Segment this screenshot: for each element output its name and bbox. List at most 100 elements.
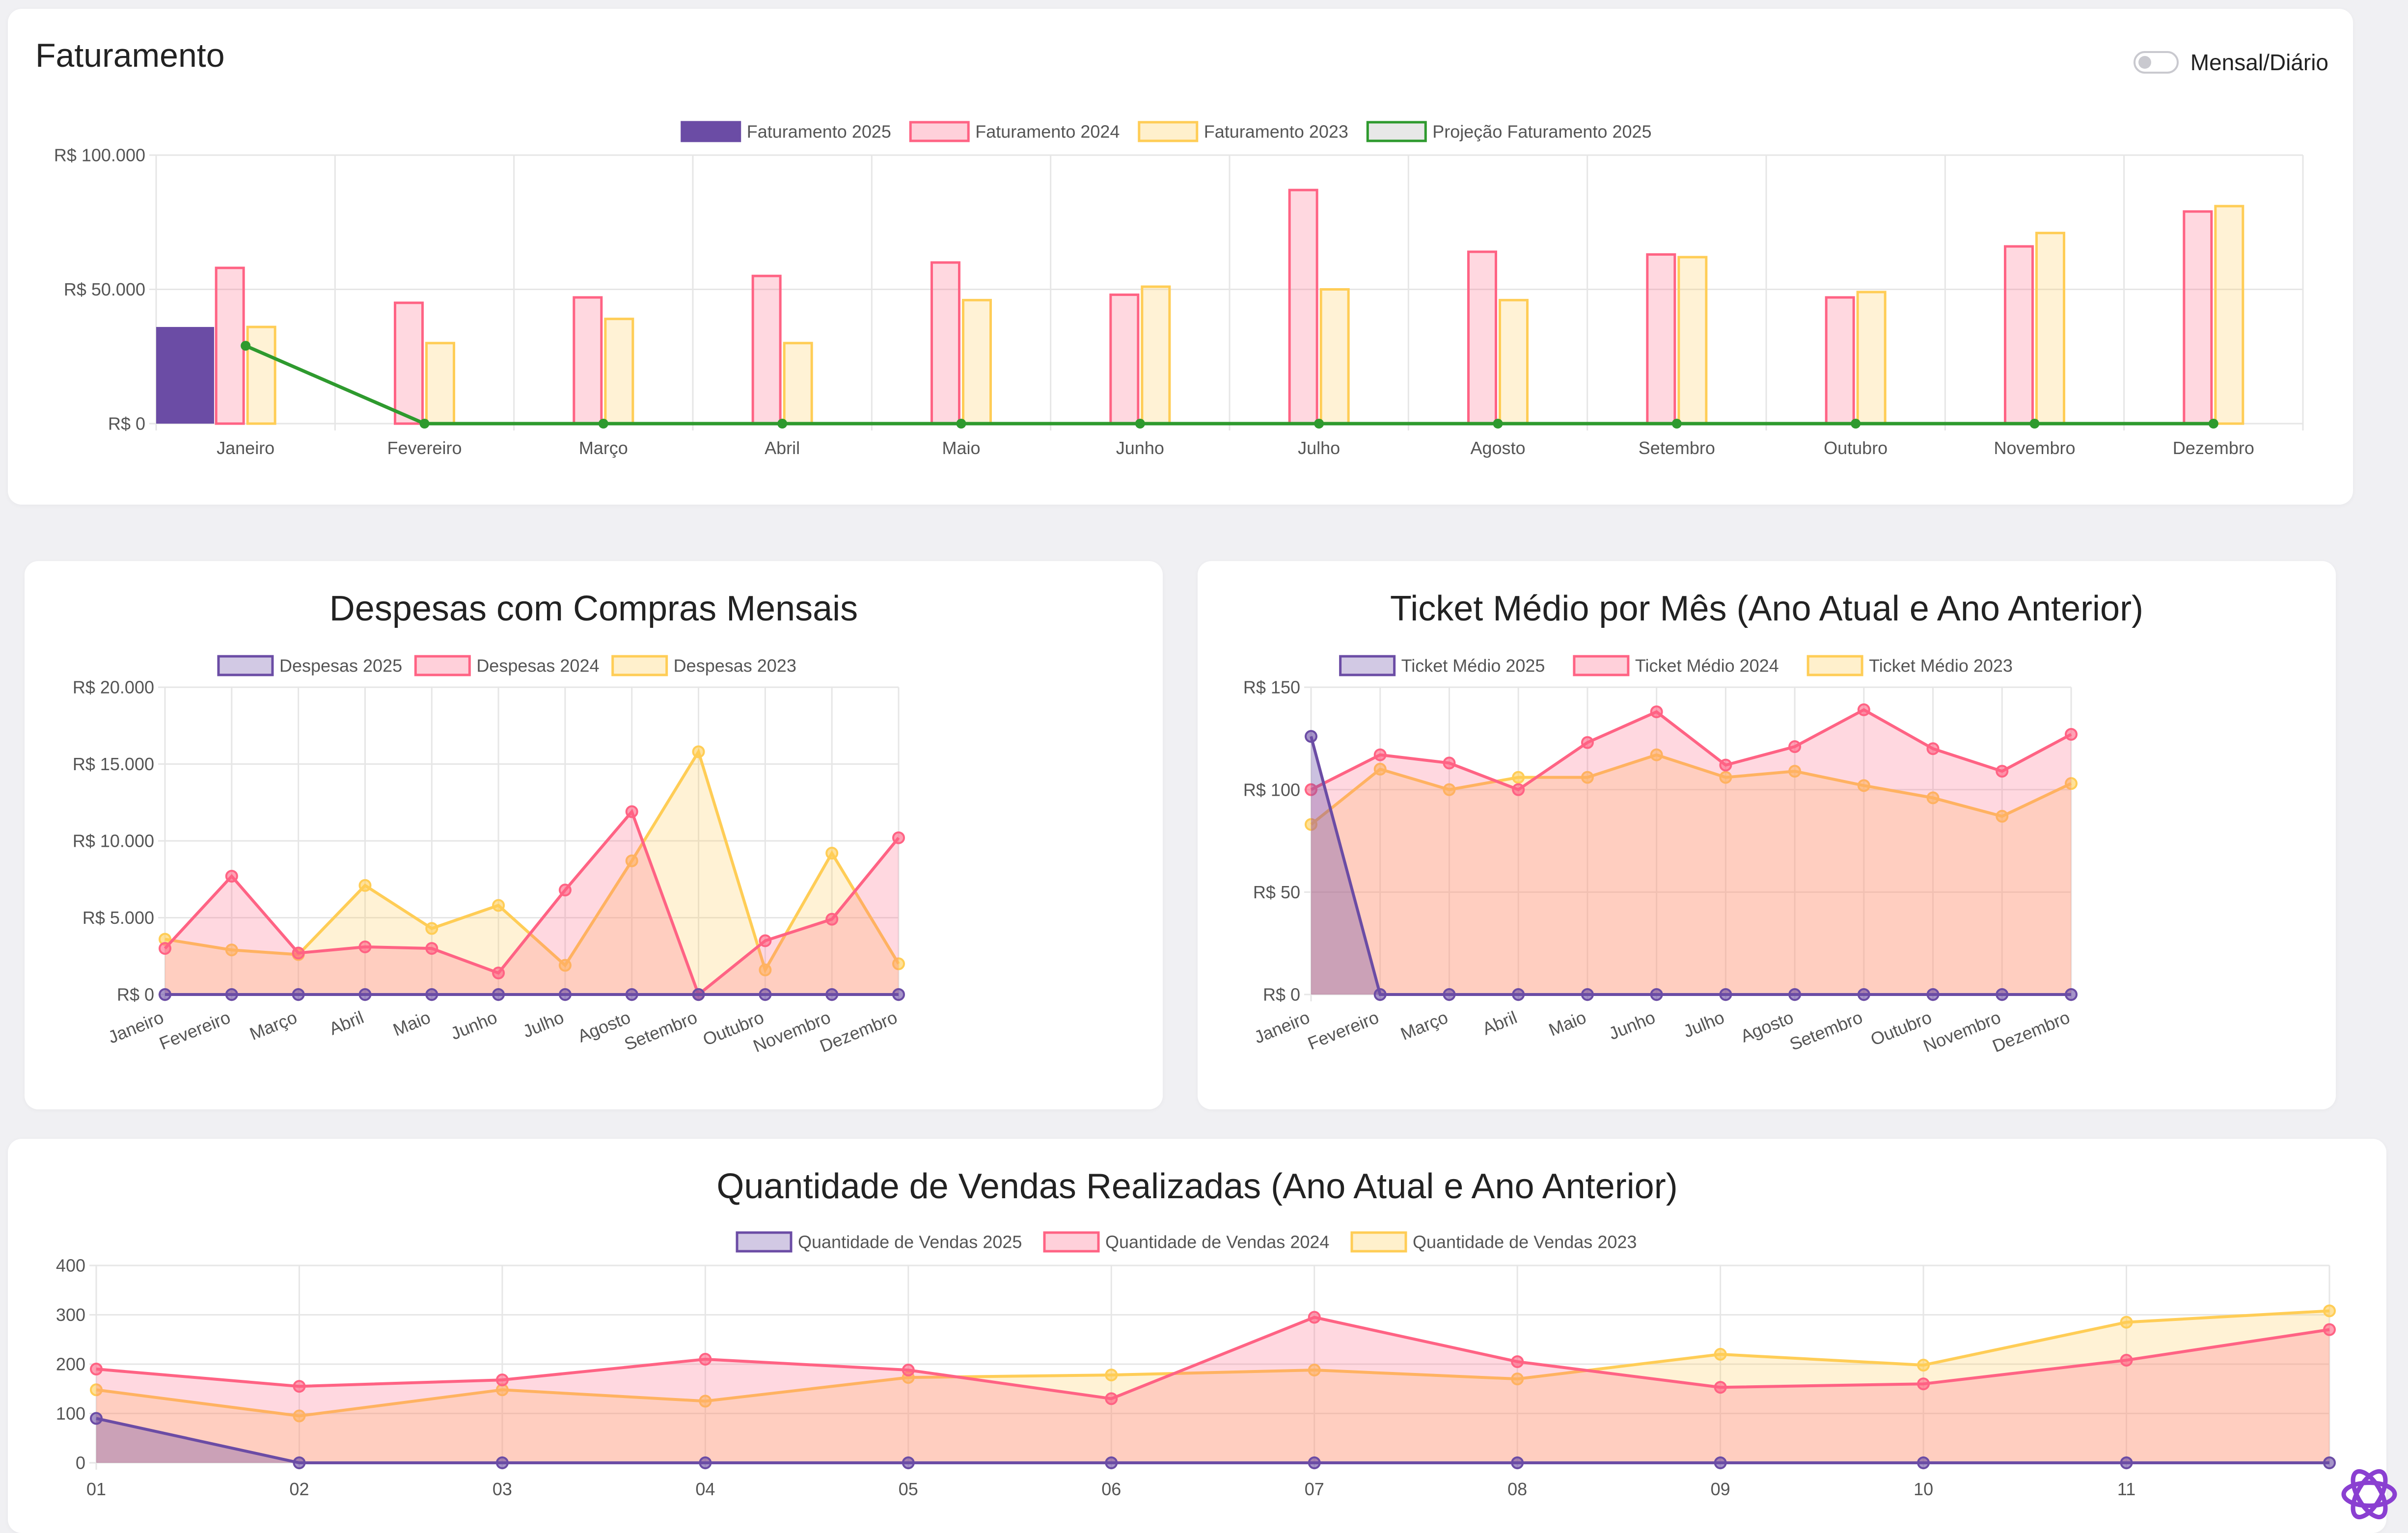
x-tick-label: Agosto xyxy=(1470,438,1525,458)
x-tick-label: 02 xyxy=(289,1479,309,1499)
bar xyxy=(1141,285,1171,425)
legend-swatch xyxy=(1043,1231,1100,1253)
x-tick-label: Janeiro xyxy=(105,1007,166,1047)
series-point xyxy=(558,959,572,972)
series-point xyxy=(1105,1369,1118,1382)
bar xyxy=(2214,205,2244,425)
series-point xyxy=(1917,1377,1930,1391)
x-tick-label: Maio xyxy=(390,1007,434,1040)
x-tick-label: Maio xyxy=(1546,1007,1589,1040)
series-point xyxy=(425,922,438,935)
y-tick-label: 100 xyxy=(56,1403,85,1424)
y-tick-label: R$ 100 xyxy=(1243,780,1300,800)
series-point xyxy=(1857,779,1870,792)
series-point xyxy=(1308,1364,1321,1377)
bar xyxy=(215,267,245,425)
series-point xyxy=(1511,1355,1524,1368)
x-tick-label: Fevereiro xyxy=(156,1007,233,1053)
ticket-chart: Ticket Médio 2025 Ticket Médio 2024 Ticket… xyxy=(1243,655,2078,1056)
series-point xyxy=(1650,705,1663,719)
legend-label: Quantidade de Vendas 2025 xyxy=(798,1232,1022,1252)
projection-point xyxy=(1493,419,1503,429)
x-tick-label: Abril xyxy=(326,1007,366,1039)
series-area xyxy=(96,1317,2329,1463)
x-tick-label: 06 xyxy=(1101,1479,1121,1499)
legend-label: Ticket Médio 2023 xyxy=(1869,656,2013,676)
series-point xyxy=(759,963,772,976)
series-point xyxy=(1581,988,1594,1001)
y-tick-label: R$ 10.000 xyxy=(73,831,154,851)
series-point xyxy=(293,1456,306,1469)
series-point xyxy=(495,1373,509,1387)
legend-label: Faturamento 2025 xyxy=(747,122,891,142)
series-point xyxy=(1305,730,1317,743)
y-tick-label: R$ 0 xyxy=(117,985,154,1005)
series-point xyxy=(2065,727,2078,741)
series-point xyxy=(1443,756,1456,770)
y-tick-label: 0 xyxy=(76,1453,85,1473)
x-tick-label: Novembro xyxy=(1994,438,2075,458)
series-point xyxy=(492,988,505,1001)
series-point xyxy=(1714,1347,1727,1361)
x-tick-label: Maio xyxy=(942,438,980,458)
series-line xyxy=(1310,753,2072,826)
series-point xyxy=(1305,818,1317,831)
mensal-diario-toggle[interactable]: Mensal/Diário xyxy=(2133,49,2328,76)
series-point xyxy=(90,1412,103,1425)
chart-title: Despesas com Compras Mensais xyxy=(329,589,858,628)
legend-swatch xyxy=(1366,121,1427,142)
series-point xyxy=(1373,748,1387,761)
series-point xyxy=(1512,771,1525,784)
x-tick-label: Junho xyxy=(1606,1007,1658,1044)
series-point xyxy=(2323,1456,2336,1469)
x-tick-label: Março xyxy=(1397,1007,1450,1044)
faturamento-chart: Faturamento 2025 Faturamento 2024 Faturame… xyxy=(54,121,2304,458)
series-point xyxy=(1308,1456,1321,1469)
series-point xyxy=(293,1409,306,1423)
series-point xyxy=(293,1380,306,1393)
series-point xyxy=(292,988,305,1001)
series-point xyxy=(492,899,505,912)
x-tick-label: Julho xyxy=(520,1007,567,1041)
series-point xyxy=(825,913,839,926)
projection-point xyxy=(956,419,966,429)
bar xyxy=(1109,293,1140,425)
series-point xyxy=(425,942,438,955)
series-point xyxy=(892,831,905,844)
y-tick-label: 400 xyxy=(56,1256,85,1276)
toggle-switch[interactable] xyxy=(2133,51,2179,74)
bar xyxy=(783,342,813,425)
x-tick-label: Abril xyxy=(1479,1007,1520,1039)
legend-label: Ticket Médio 2024 xyxy=(1635,656,1779,676)
series-point xyxy=(1788,765,1802,778)
projection-point xyxy=(1314,419,1324,429)
y-tick-label: R$ 20.000 xyxy=(73,677,154,698)
series-point xyxy=(1308,1311,1321,1324)
legend-swatch xyxy=(1138,121,1199,142)
legend-swatch xyxy=(1573,655,1630,676)
series-point xyxy=(1788,740,1802,753)
x-tick-label: Dezembro xyxy=(2173,438,2254,458)
x-tick-label: Junho xyxy=(1116,438,1164,458)
despesas-card: Despesas com Compras Mensais Despesas 20… xyxy=(25,561,1163,1109)
series-point xyxy=(2323,1304,2336,1318)
x-tick-label: Novembro xyxy=(1920,1007,2003,1056)
x-tick-label: Setembro xyxy=(1639,438,1715,458)
series-point xyxy=(1926,988,1940,1001)
series-point xyxy=(1857,703,1870,716)
series-point xyxy=(1373,988,1387,1001)
series-line xyxy=(164,808,900,997)
series-point xyxy=(1443,783,1456,796)
series-point xyxy=(1926,742,1940,755)
series-point xyxy=(2120,1316,2133,1329)
x-tick-label: 09 xyxy=(1711,1479,1730,1499)
x-tick-label: 08 xyxy=(1507,1479,1527,1499)
series-point xyxy=(1996,765,2009,778)
series-point xyxy=(159,942,171,955)
series-point xyxy=(1917,1456,1930,1469)
y-tick-label: 300 xyxy=(56,1305,85,1325)
bar xyxy=(2183,210,2213,425)
chart-title: Ticket Médio por Mês (Ano Atual e Ano An… xyxy=(1390,589,2144,628)
series-point xyxy=(625,805,638,818)
x-tick-label: Fevereiro xyxy=(387,438,462,458)
